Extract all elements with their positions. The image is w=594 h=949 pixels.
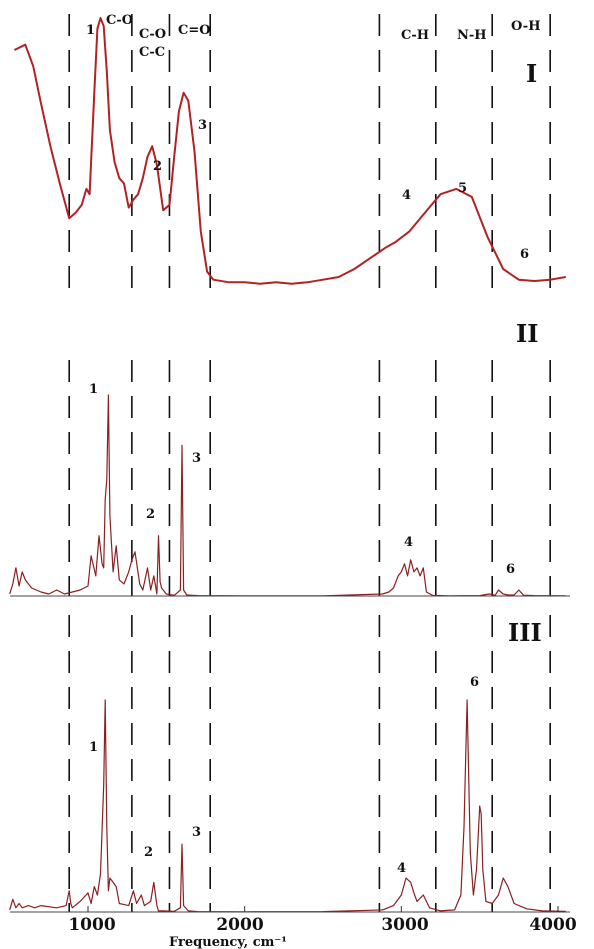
panel-label-II: II: [516, 319, 538, 348]
band-label-c-o-2: C-O: [139, 27, 166, 42]
spectrum-III-line: [9, 699, 566, 913]
peak-I-6: 6: [520, 247, 529, 262]
x-tick-label-3000: 3000: [381, 915, 428, 935]
peak-III-6: 6: [470, 675, 479, 690]
peak-II-6: 6: [506, 562, 515, 577]
band-label-c-c: C-C: [139, 45, 165, 60]
x-tick-label-4000: 4000: [529, 915, 576, 935]
peak-II-4: 4: [404, 535, 413, 550]
band-separators: [68, 14, 551, 912]
band-label-n-h: N-H: [457, 28, 487, 43]
peak-III-1: 1: [89, 740, 98, 755]
band-label-c-o-double: C=O: [178, 23, 211, 38]
band-label-c-o-1: C-O: [106, 13, 133, 28]
peak-I-5: 5: [458, 181, 467, 196]
peak-I-4: 4: [402, 188, 411, 203]
x-axis-ticks: [87, 906, 559, 912]
peak-II-3: 3: [192, 451, 201, 466]
peak-III-3: 3: [192, 825, 201, 840]
peak-I-1: 1: [86, 23, 95, 38]
band-label-c-h: C-H: [401, 28, 429, 43]
spectrum-II-line: [9, 394, 566, 597]
peak-I-3: 3: [198, 118, 207, 133]
spectrum-I-line: [13, 17, 566, 285]
peak-III-2: 2: [144, 845, 153, 860]
panel-label-III: III: [508, 618, 542, 647]
peak-I-2: 2: [153, 159, 162, 174]
x-axis-label: Frequency, cm⁻¹: [169, 935, 287, 949]
x-tick-label-2000: 2000: [216, 915, 263, 935]
peak-II-2: 2: [146, 507, 155, 522]
panel-label-I: I: [526, 59, 537, 88]
peak-III-4: 4: [397, 861, 406, 876]
band-label-o-h: O-H: [511, 19, 540, 34]
x-tick-label-1000: 1000: [68, 915, 115, 935]
peak-II-1: 1: [89, 382, 98, 397]
